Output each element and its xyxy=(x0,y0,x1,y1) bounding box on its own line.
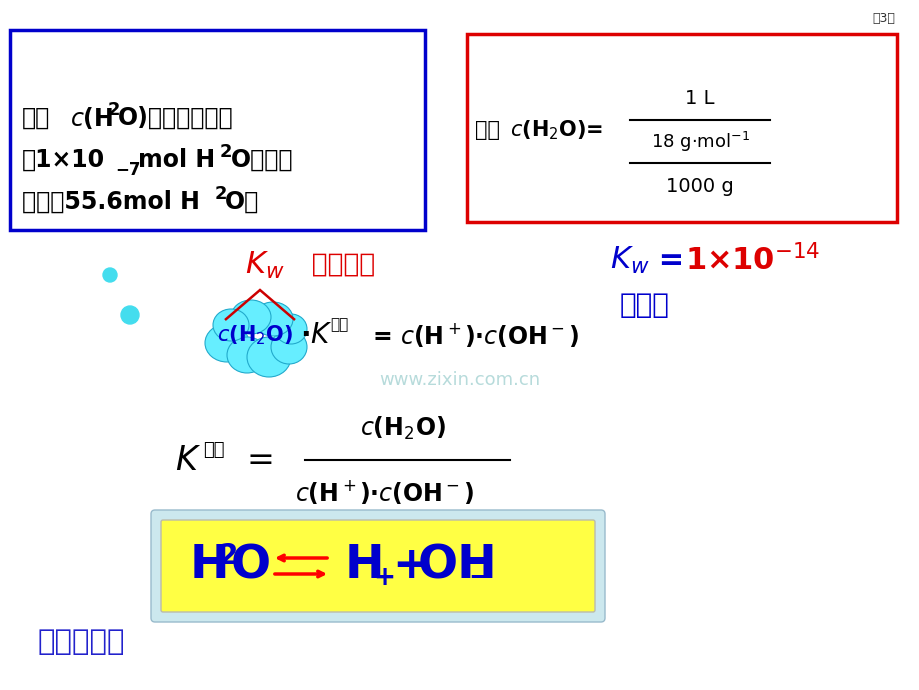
Text: 18 g·mol$^{-1}$: 18 g·mol$^{-1}$ xyxy=(650,130,749,154)
Text: −7: −7 xyxy=(115,161,141,179)
Text: 1000 g: 1000 g xyxy=(665,177,733,195)
Ellipse shape xyxy=(246,337,290,377)
Ellipse shape xyxy=(271,330,307,364)
Text: mol H: mol H xyxy=(138,148,215,172)
Text: 第3页: 第3页 xyxy=(871,12,894,25)
Circle shape xyxy=(103,268,117,282)
Text: O电离，: O电离， xyxy=(231,148,293,172)
Text: =: = xyxy=(246,444,275,477)
Ellipse shape xyxy=(227,337,267,373)
Ellipse shape xyxy=(213,309,249,341)
Text: 所以: 所以 xyxy=(22,106,51,130)
Ellipse shape xyxy=(205,324,249,362)
FancyBboxPatch shape xyxy=(10,30,425,230)
Ellipse shape xyxy=(231,300,271,334)
Text: $\mathit{K}$$_w$: $\mathit{K}$$_w$ xyxy=(244,250,285,281)
Text: 电离: 电离 xyxy=(203,441,224,459)
Text: +: + xyxy=(372,565,394,591)
Text: = $\mathit{c}$(H$^+$)·$\mathit{c}$(OH$^-$): = $\mathit{c}$(H$^+$)·$\mathit{c}$(OH$^-… xyxy=(371,321,579,349)
Text: 2: 2 xyxy=(219,542,238,570)
Text: 一、水电离: 一、水电离 xyxy=(38,628,125,656)
Text: O)可视为常数。: O)可视为常数。 xyxy=(118,106,233,130)
Text: $\mathit{c}$(H: $\mathit{c}$(H xyxy=(70,105,113,131)
Text: 2: 2 xyxy=(215,185,227,203)
Text: ·$\mathit{K}$: ·$\mathit{K}$ xyxy=(300,321,333,349)
Text: 2: 2 xyxy=(108,101,120,119)
Text: www.zixin.com.cn: www.zixin.com.cn xyxy=(379,371,540,389)
Text: 室温下: 室温下 xyxy=(619,291,669,319)
Text: +: + xyxy=(391,544,429,587)
Text: −: − xyxy=(468,565,490,591)
Text: O: O xyxy=(231,544,271,589)
FancyBboxPatch shape xyxy=(161,520,595,612)
FancyBboxPatch shape xyxy=(467,34,896,222)
Text: OH: OH xyxy=(417,544,497,589)
Ellipse shape xyxy=(253,302,292,336)
Text: H: H xyxy=(345,544,384,589)
Text: 水离子积: 水离子积 xyxy=(295,252,375,278)
Text: H: H xyxy=(190,544,230,589)
Circle shape xyxy=(121,306,139,324)
Text: $\mathit{c}$(H$_2$O): $\mathit{c}$(H$_2$O) xyxy=(217,323,293,347)
Ellipse shape xyxy=(275,314,307,344)
Text: O中: O中 xyxy=(225,190,259,214)
Text: 1×10$^{-14}$: 1×10$^{-14}$ xyxy=(685,244,820,276)
Text: 室温下55.6mol H: 室温下55.6mol H xyxy=(22,190,199,214)
FancyBboxPatch shape xyxy=(151,510,605,622)
Text: $\mathit{c}$(H$_2$O): $\mathit{c}$(H$_2$O) xyxy=(359,415,446,442)
Text: 注：: 注： xyxy=(474,120,499,140)
Text: 电离: 电离 xyxy=(330,317,348,333)
Text: 有1×10: 有1×10 xyxy=(22,148,105,172)
Text: $\mathit{c}$(H$_2$O)=: $\mathit{c}$(H$_2$O)= xyxy=(509,118,603,142)
Text: =: = xyxy=(647,246,705,275)
Text: $\mathit{c}$(H$^+$)·$\mathit{c}$(OH$^-$): $\mathit{c}$(H$^+$)·$\mathit{c}$(OH$^-$) xyxy=(295,478,473,506)
Text: $\mathit{K}$: $\mathit{K}$ xyxy=(175,444,201,477)
Text: $\mathit{K}$$_w$: $\mathit{K}$$_w$ xyxy=(609,244,649,275)
Text: 2: 2 xyxy=(220,143,233,161)
Text: 1 L: 1 L xyxy=(685,88,714,108)
